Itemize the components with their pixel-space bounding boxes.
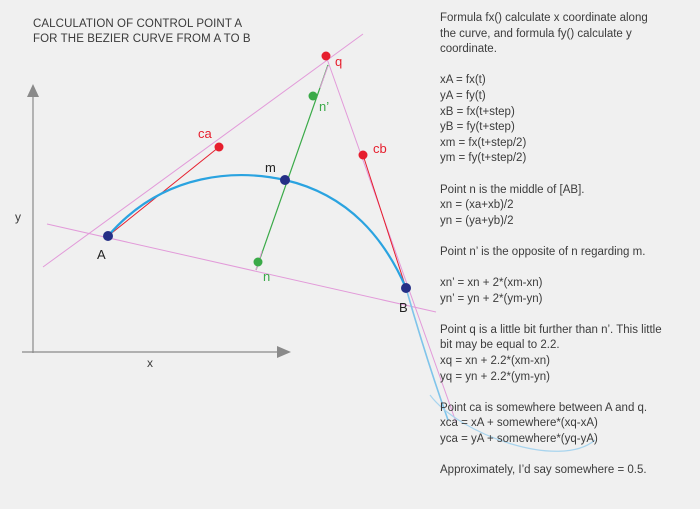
explanation-paragraph: Formula fx() calculate x coordinate alon… (440, 11, 692, 58)
explanation-line: xA = fx(t) (440, 74, 486, 87)
explanation-paragraph: xA = fx(t) yA = fy(t) xB = fx(t+step) yB = … (440, 73, 692, 167)
point-q (321, 51, 331, 61)
explanation-line: Point n’ is the opposite of n regarding … (440, 245, 646, 258)
explanation-line: xq = xn + 2.2*(xm-xn) (440, 355, 550, 368)
explanation-line: xm = fx(t+step/2) (440, 136, 527, 149)
explanation-paragraph: Point q is a little bit further than n’.… (440, 323, 692, 385)
explanation-line: Point q is a little bit further than n’.… (440, 323, 662, 336)
label-n-prime: n’ (319, 99, 329, 114)
point-n-prime (308, 91, 318, 101)
label-cb: cb (373, 141, 387, 156)
explanation-line: xB = fx(t+step) (440, 105, 515, 118)
explanation-line: yA = fy(t) (440, 89, 486, 102)
point-cb (358, 150, 368, 160)
explanation-line: yn = (ya+yb)/2 (440, 214, 514, 227)
explanation-paragraph: xn’ = xn + 2*(xm-xn) yn’ = yn + 2*(ym-yn) (440, 276, 692, 307)
diagram-title: CALCULATION OF CONTROL POINT A FOR THE B… (33, 17, 251, 47)
explanation-line: the curve, and formula fy() calculate y (440, 27, 632, 40)
point-ca (214, 142, 224, 152)
explanation-line: bit may be equal to 2.2. (440, 339, 560, 352)
explanation-line: xn = (xa+xb)/2 (440, 199, 514, 212)
explanation-paragraph: Point n is the middle of [AB]. xn = (xa+x… (440, 183, 692, 230)
x-axis-label: x (147, 356, 153, 370)
label-q: q (335, 54, 342, 69)
explanation-line: coordinate. (440, 43, 497, 56)
explanation-line: yn’ = yn + 2*(ym-yn) (440, 292, 543, 305)
bezier-curve-continuation (405, 287, 449, 421)
explanation-line: ym = fy(t+step/2) (440, 152, 527, 165)
explanation-line: xn’ = xn + 2*(xm-xn) (440, 277, 543, 290)
explanation-panel: Formula fx() calculate x coordinate alon… (440, 11, 692, 494)
explanation-line: Approximately, I’d say somewhere = 0.5. (440, 464, 647, 477)
explanation-line: xca = xA + somewhere*(xq-xA) (440, 417, 598, 430)
point-b (401, 283, 411, 293)
label-n: n (263, 269, 270, 284)
label-m: m (265, 160, 276, 175)
y-axis-arrow-icon (27, 84, 39, 97)
explanation-line: Point ca is somewhere between A and q. (440, 401, 648, 414)
label-a: A (97, 247, 106, 262)
line-b-to-cb (362, 154, 407, 289)
point-a (103, 231, 113, 241)
explanation-paragraph: Point ca is somewhere between A and q. xc… (440, 401, 692, 448)
explanation-line: yca = yA + somewhere*(yq-yA) (440, 433, 598, 446)
point-m (280, 175, 290, 185)
explanation-line: Point n is the middle of [AB]. (440, 183, 585, 196)
point-n (253, 257, 263, 267)
label-b: B (399, 300, 408, 315)
label-ca: ca (198, 126, 213, 141)
title-line-2: FOR THE BEZIER CURVE FROM A TO B (33, 33, 251, 45)
y-axis-label: y (15, 210, 21, 224)
explanation-line: yB = fy(t+step) (440, 121, 515, 134)
x-axis-arrow-icon (277, 346, 291, 358)
next-curve-hint (429, 394, 596, 452)
line-a-to-q (42, 33, 364, 268)
line-nprime-tick (319, 65, 329, 89)
explanation-line: Formula fx() calculate x coordinate alon… (440, 12, 648, 24)
line-q-to-b (325, 55, 457, 423)
explanation-line: yq = yn + 2.2*(ym-yn) (440, 370, 550, 383)
explanation-paragraph: Approximately, I’d say somewhere = 0.5. (440, 463, 692, 479)
explanation-paragraph: Point n’ is the opposite of n regarding … (440, 245, 692, 261)
title-line-1: CALCULATION OF CONTROL POINT A (33, 18, 243, 30)
